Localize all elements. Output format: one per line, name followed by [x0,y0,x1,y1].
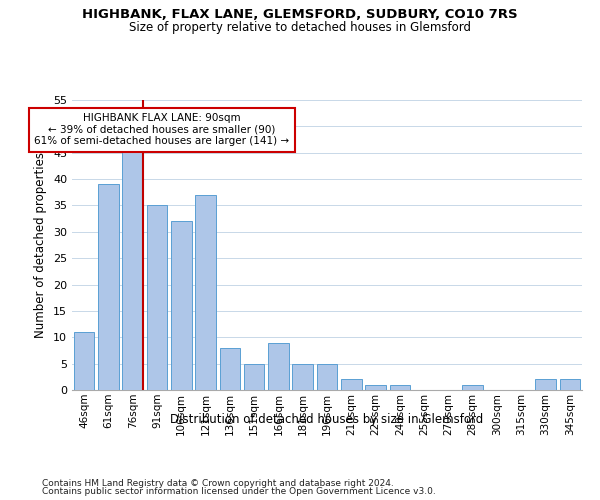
Bar [146,206,167,390]
Bar [560,380,580,390]
Text: HIGHBANK, FLAX LANE, GLEMSFORD, SUDBURY, CO10 7RS: HIGHBANK, FLAX LANE, GLEMSFORD, SUDBURY,… [82,8,518,20]
Bar [365,384,386,390]
Bar [195,195,216,390]
Bar [317,364,337,390]
Bar [463,384,483,390]
Bar [122,148,143,390]
Bar [244,364,265,390]
Text: Size of property relative to detached houses in Glemsford: Size of property relative to detached ho… [129,21,471,34]
Text: HIGHBANK FLAX LANE: 90sqm
← 39% of detached houses are smaller (90)
61% of semi-: HIGHBANK FLAX LANE: 90sqm ← 39% of detac… [34,113,289,146]
Bar [341,380,362,390]
Text: Contains HM Land Registry data © Crown copyright and database right 2024.: Contains HM Land Registry data © Crown c… [42,478,394,488]
Text: Contains public sector information licensed under the Open Government Licence v3: Contains public sector information licen… [42,487,436,496]
Bar [74,332,94,390]
Bar [98,184,119,390]
Bar [220,348,240,390]
Bar [171,222,191,390]
Bar [292,364,313,390]
Y-axis label: Number of detached properties: Number of detached properties [34,152,47,338]
Bar [268,342,289,390]
Bar [535,380,556,390]
Bar [389,384,410,390]
Text: Distribution of detached houses by size in Glemsford: Distribution of detached houses by size … [170,412,484,426]
